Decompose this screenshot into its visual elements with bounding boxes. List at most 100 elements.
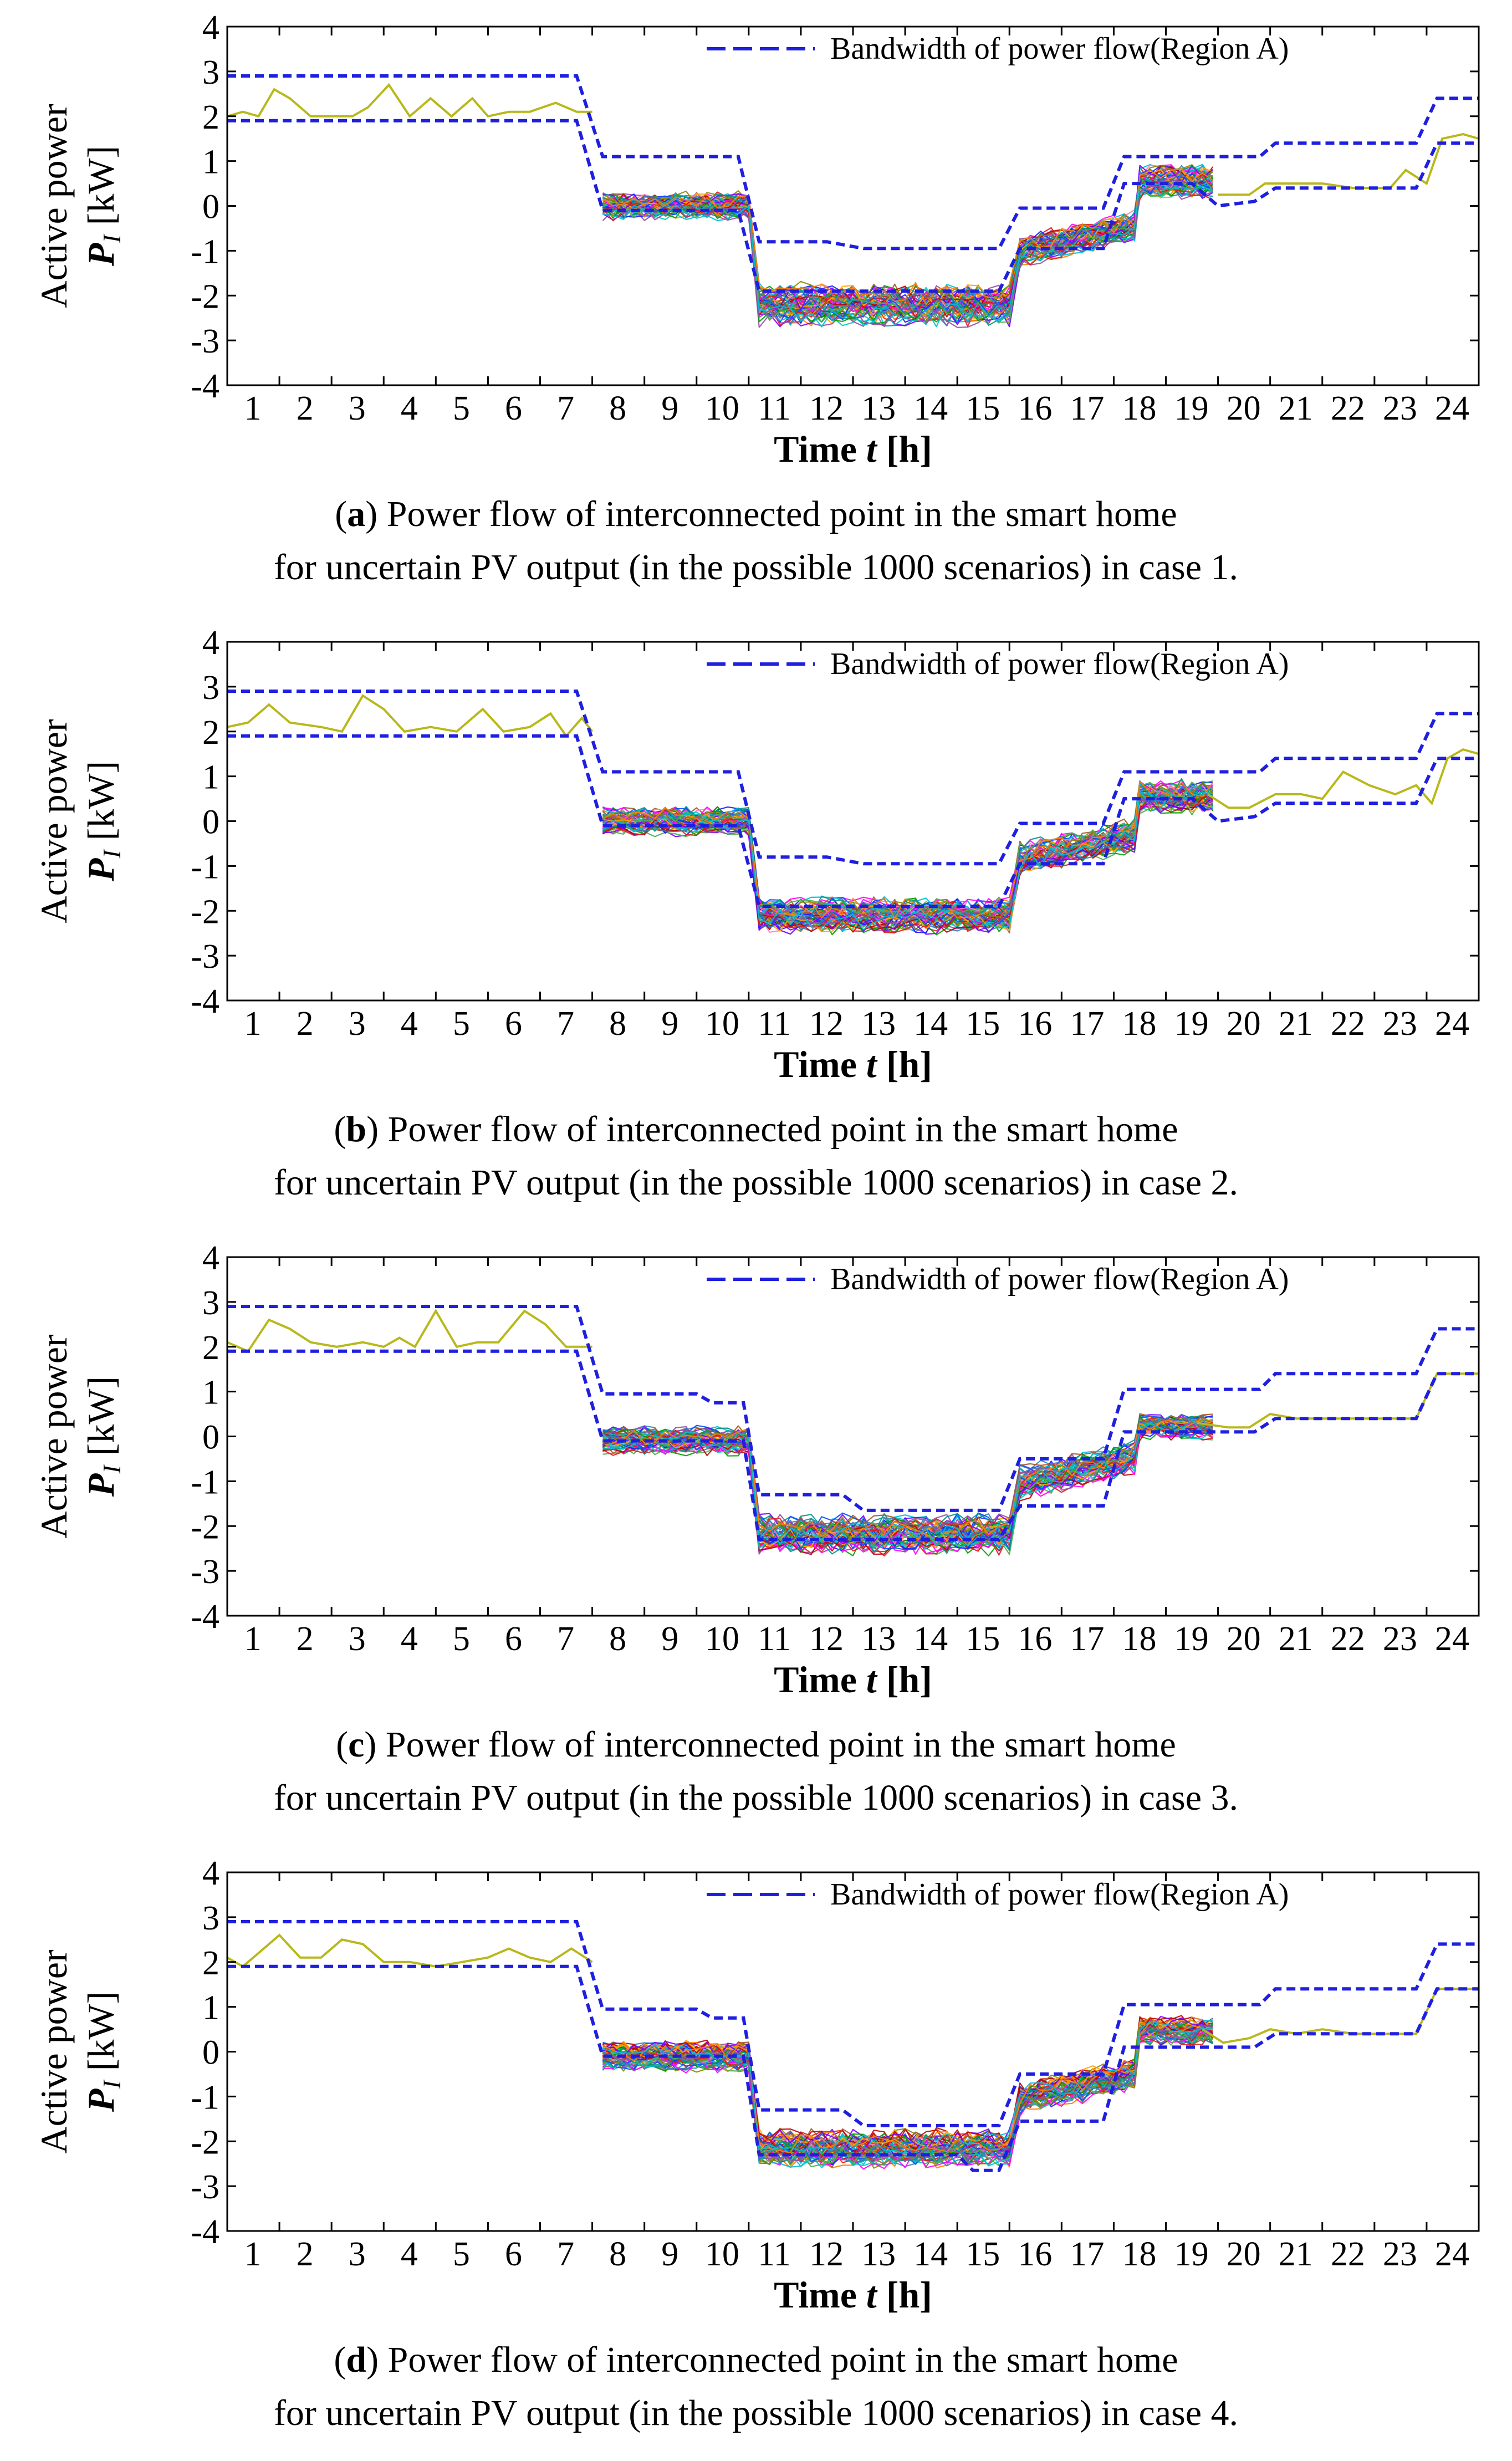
scenario-line	[602, 1418, 1213, 1540]
caption-c: (c) Power flow of interconnected point i…	[273, 1724, 1239, 1818]
x-tick-label: 22	[1331, 2235, 1365, 2273]
x-tick-label: 17	[1070, 1620, 1104, 1658]
scenario-line	[602, 167, 1213, 308]
y-axis-label-symbol: P	[80, 243, 122, 267]
legend-label: Bandwidth of power flow(Region A)	[830, 1877, 1289, 1912]
scenario-line	[602, 787, 1213, 926]
x-tick-label: 11	[758, 390, 791, 427]
y-tick-label: 2	[202, 714, 219, 752]
x-tick-label: 7	[557, 1005, 574, 1043]
y-tick-label: -1	[191, 233, 219, 270]
scenario-line	[602, 1414, 1213, 1538]
x-tick-label: 5	[453, 2235, 470, 2273]
y-tick-label: 4	[202, 624, 219, 662]
x-tick-label: 5	[453, 390, 470, 427]
x-tick-label: 12	[809, 1620, 844, 1658]
x-axis-label-prefix: Time	[774, 1043, 866, 1085]
x-tick-label: 16	[1018, 1620, 1052, 1658]
x-tick-label: 21	[1279, 1620, 1313, 1658]
x-tick-label: 3	[349, 2235, 366, 2273]
x-tick-label: 23	[1383, 1005, 1417, 1043]
x-axis-label-symbol: t	[866, 2274, 878, 2316]
x-axis-label-symbol: t	[866, 428, 878, 470]
y-tick-label: 2	[202, 99, 219, 136]
x-tick-label: 19	[1174, 2235, 1209, 2273]
x-tick-label: 4	[401, 2235, 418, 2273]
x-tick-label: 22	[1331, 1620, 1365, 1658]
x-tick-label: 21	[1279, 2235, 1313, 2273]
x-tick-label: 10	[705, 390, 739, 427]
x-tick-label: 7	[557, 2235, 574, 2273]
y-tick-label: 0	[202, 2034, 219, 2072]
x-tick-label: 1	[244, 1005, 262, 1043]
band-upper-line	[227, 1305, 1479, 1512]
band-lower-line	[227, 119, 1479, 293]
y-tick-label: -1	[191, 848, 219, 886]
y-tick-label: 2	[202, 1944, 219, 1982]
caption-b: (b) Power flow of interconnected point i…	[273, 1109, 1239, 1203]
scenario-line	[602, 180, 1213, 326]
x-tick-label: 11	[758, 1005, 791, 1043]
x-tick-label: 9	[661, 1620, 678, 1658]
y-tick-label: 1	[202, 759, 219, 796]
plot-area	[227, 74, 1479, 328]
x-axis-label-prefix: Time	[774, 2274, 866, 2316]
legend-label: Bandwidth of power flow(Region A)	[830, 32, 1289, 66]
x-tick-label: 1	[244, 1620, 262, 1658]
chart-panel-b: 4 3 2 1 0 -1 -2 -3 -4 1 2 3 4 5 6 7 8 9 10 11 12 13 14 15 16 17 18…	[0, 615, 1512, 1230]
x-tick-label: 12	[809, 2235, 844, 2273]
x-axis-label: Time t [h]	[774, 2274, 932, 2316]
x-tick-label: 4	[401, 1620, 418, 1658]
x-axis-label: Time t [h]	[774, 1043, 932, 1085]
band-lower-line	[227, 1349, 1479, 1541]
x-tick-label: 10	[705, 1005, 739, 1043]
x-tick-label: 2	[297, 1005, 314, 1043]
x-axis-label-symbol: t	[866, 1658, 878, 1701]
x-tick-label: 5	[453, 1620, 470, 1658]
pv-line-morning	[227, 1933, 593, 1968]
x-tick-label: 15	[966, 2235, 1000, 2273]
scenario-line	[602, 1425, 1213, 1555]
axes-frame	[226, 1256, 1480, 1617]
y-tick-label: 0	[202, 804, 219, 841]
band-lower-line	[227, 1964, 1479, 2172]
caption-d: (d) Power flow of interconnected point i…	[273, 2340, 1239, 2433]
x-tick-label: 13	[861, 390, 896, 427]
scenario-line	[602, 790, 1213, 931]
y-tick-label: -1	[191, 2079, 219, 2116]
x-tick-label: 24	[1435, 390, 1469, 427]
y-axis-label-unit: [kW]	[80, 146, 122, 234]
x-tick-label: 11	[758, 2235, 791, 2273]
x-tick-label: 7	[557, 390, 574, 427]
scenario-line	[602, 799, 1213, 934]
x-tick-label: 14	[913, 2235, 948, 2273]
x-tick-label: 10	[705, 1620, 739, 1658]
plot-area	[227, 1305, 1479, 1557]
pv-line-evening	[1197, 1372, 1479, 1429]
x-axis-label-prefix: Time	[774, 1658, 866, 1701]
x-tick-label: 9	[661, 1005, 678, 1043]
scenario-line	[602, 785, 1213, 918]
x-tick-label: 18	[1122, 1005, 1157, 1043]
scenario-line	[602, 2025, 1213, 2163]
legend-label: Bandwidth of power flow(Region A)	[830, 647, 1289, 681]
y-tick-label: 0	[202, 1419, 219, 1457]
x-tick-label: 14	[913, 1005, 948, 1043]
scenario-lines	[602, 1413, 1214, 1557]
x-tick-label: 14	[913, 1620, 948, 1658]
x-tick-label: 9	[661, 2235, 678, 2273]
y-axis-label-line1: Active power	[33, 1334, 75, 1539]
y-axis-label-line2: PI [kW]	[80, 146, 126, 267]
y-tick-label: 0	[202, 188, 219, 226]
pv-line-morning	[227, 83, 592, 118]
x-tick-label: 4	[401, 1005, 418, 1043]
x-tick-label: 19	[1174, 390, 1209, 427]
y-axis-label-symbol: P	[80, 1473, 122, 1497]
x-axis-label-unit: [h]	[877, 2274, 932, 2316]
y-tick-label: -4	[191, 367, 219, 405]
band-upper-line	[227, 74, 1479, 251]
x-tick-label: 17	[1070, 390, 1104, 427]
